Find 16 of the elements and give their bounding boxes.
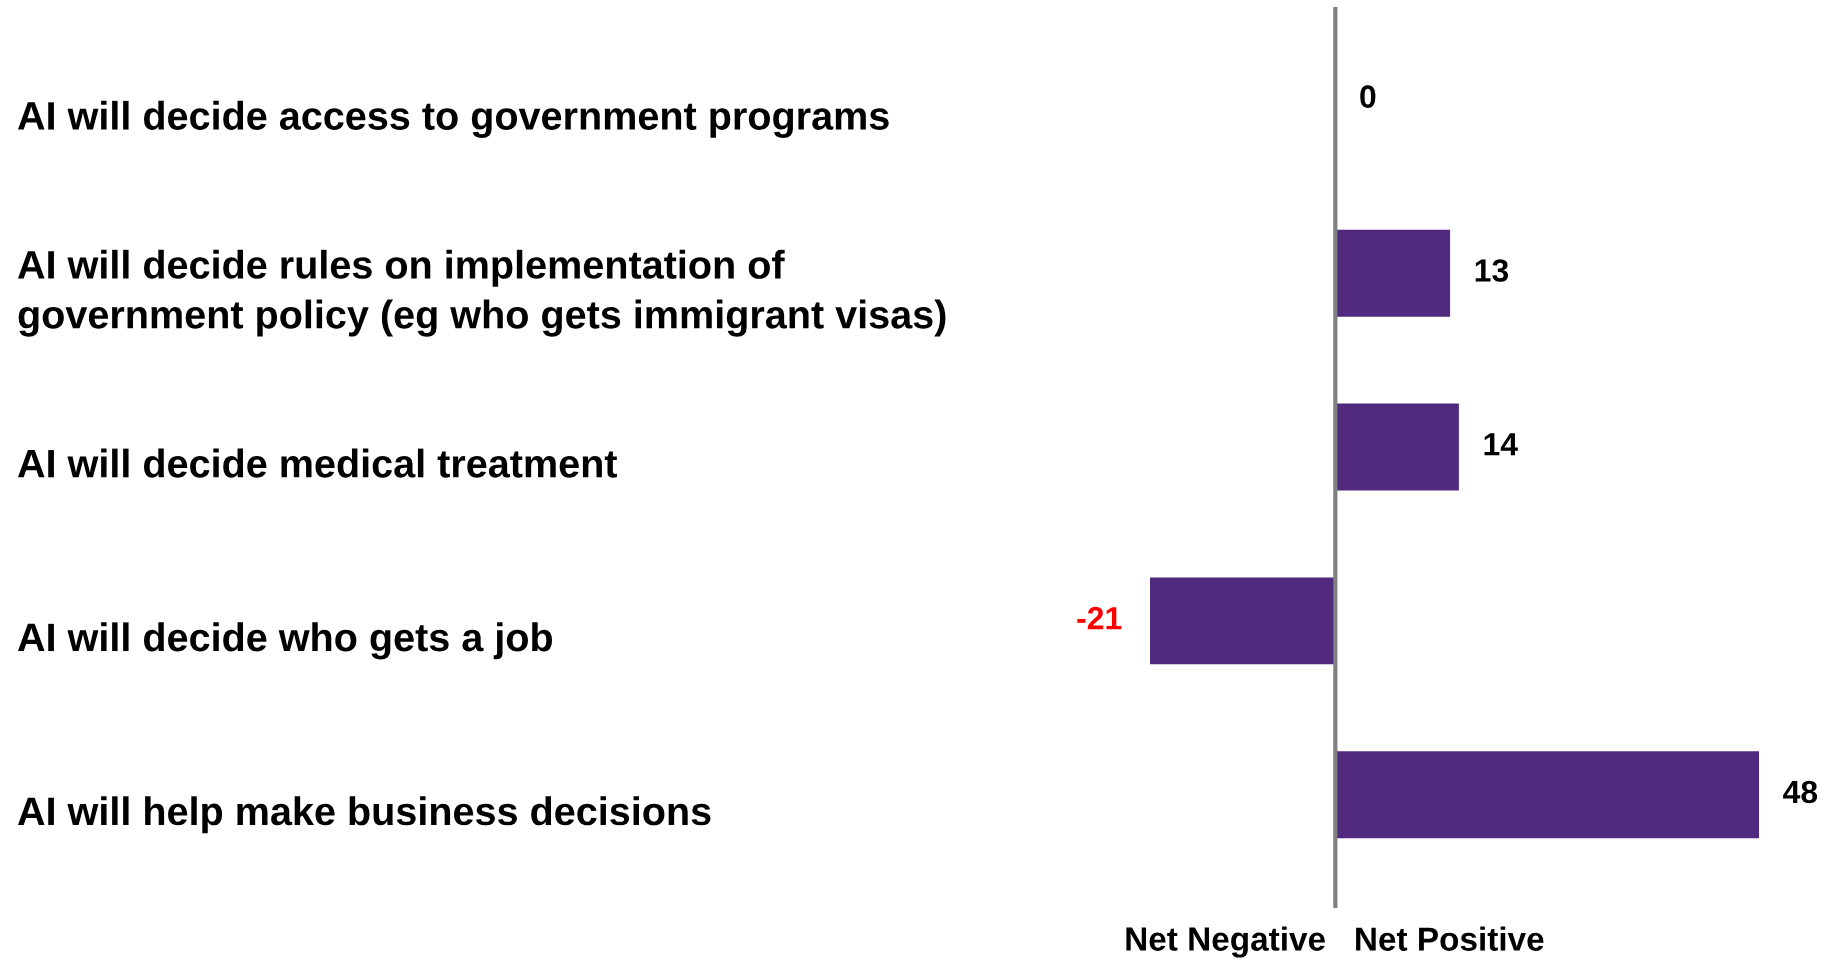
data-label: 48 <box>1783 780 1818 804</box>
text: Net Negative <box>1126 926 1325 958</box>
data-label: -21 <box>1077 606 1122 630</box>
bar <box>1335 229 1451 317</box>
y-tick-label: AI will decide who gets a job <box>17 622 553 660</box>
bar <box>1335 751 1759 839</box>
y-tick-label: AI will help make business decisions <box>17 796 711 834</box>
data-label: 13 <box>1475 259 1509 282</box>
y-tick-label: AI will decide medical treatment <box>17 448 618 478</box>
data-label: 0 <box>1360 85 1376 108</box>
y-tick-label: AI will decide rules on implementation of government policy (eg who gets immigrant visas) <box>17 249 946 337</box>
bar <box>1150 577 1336 665</box>
data-label: 14 <box>1484 433 1518 456</box>
bar <box>1335 403 1459 491</box>
y-tick-label: AI will decide access to government programs <box>17 100 889 138</box>
text: Net Positive <box>1356 926 1544 951</box>
